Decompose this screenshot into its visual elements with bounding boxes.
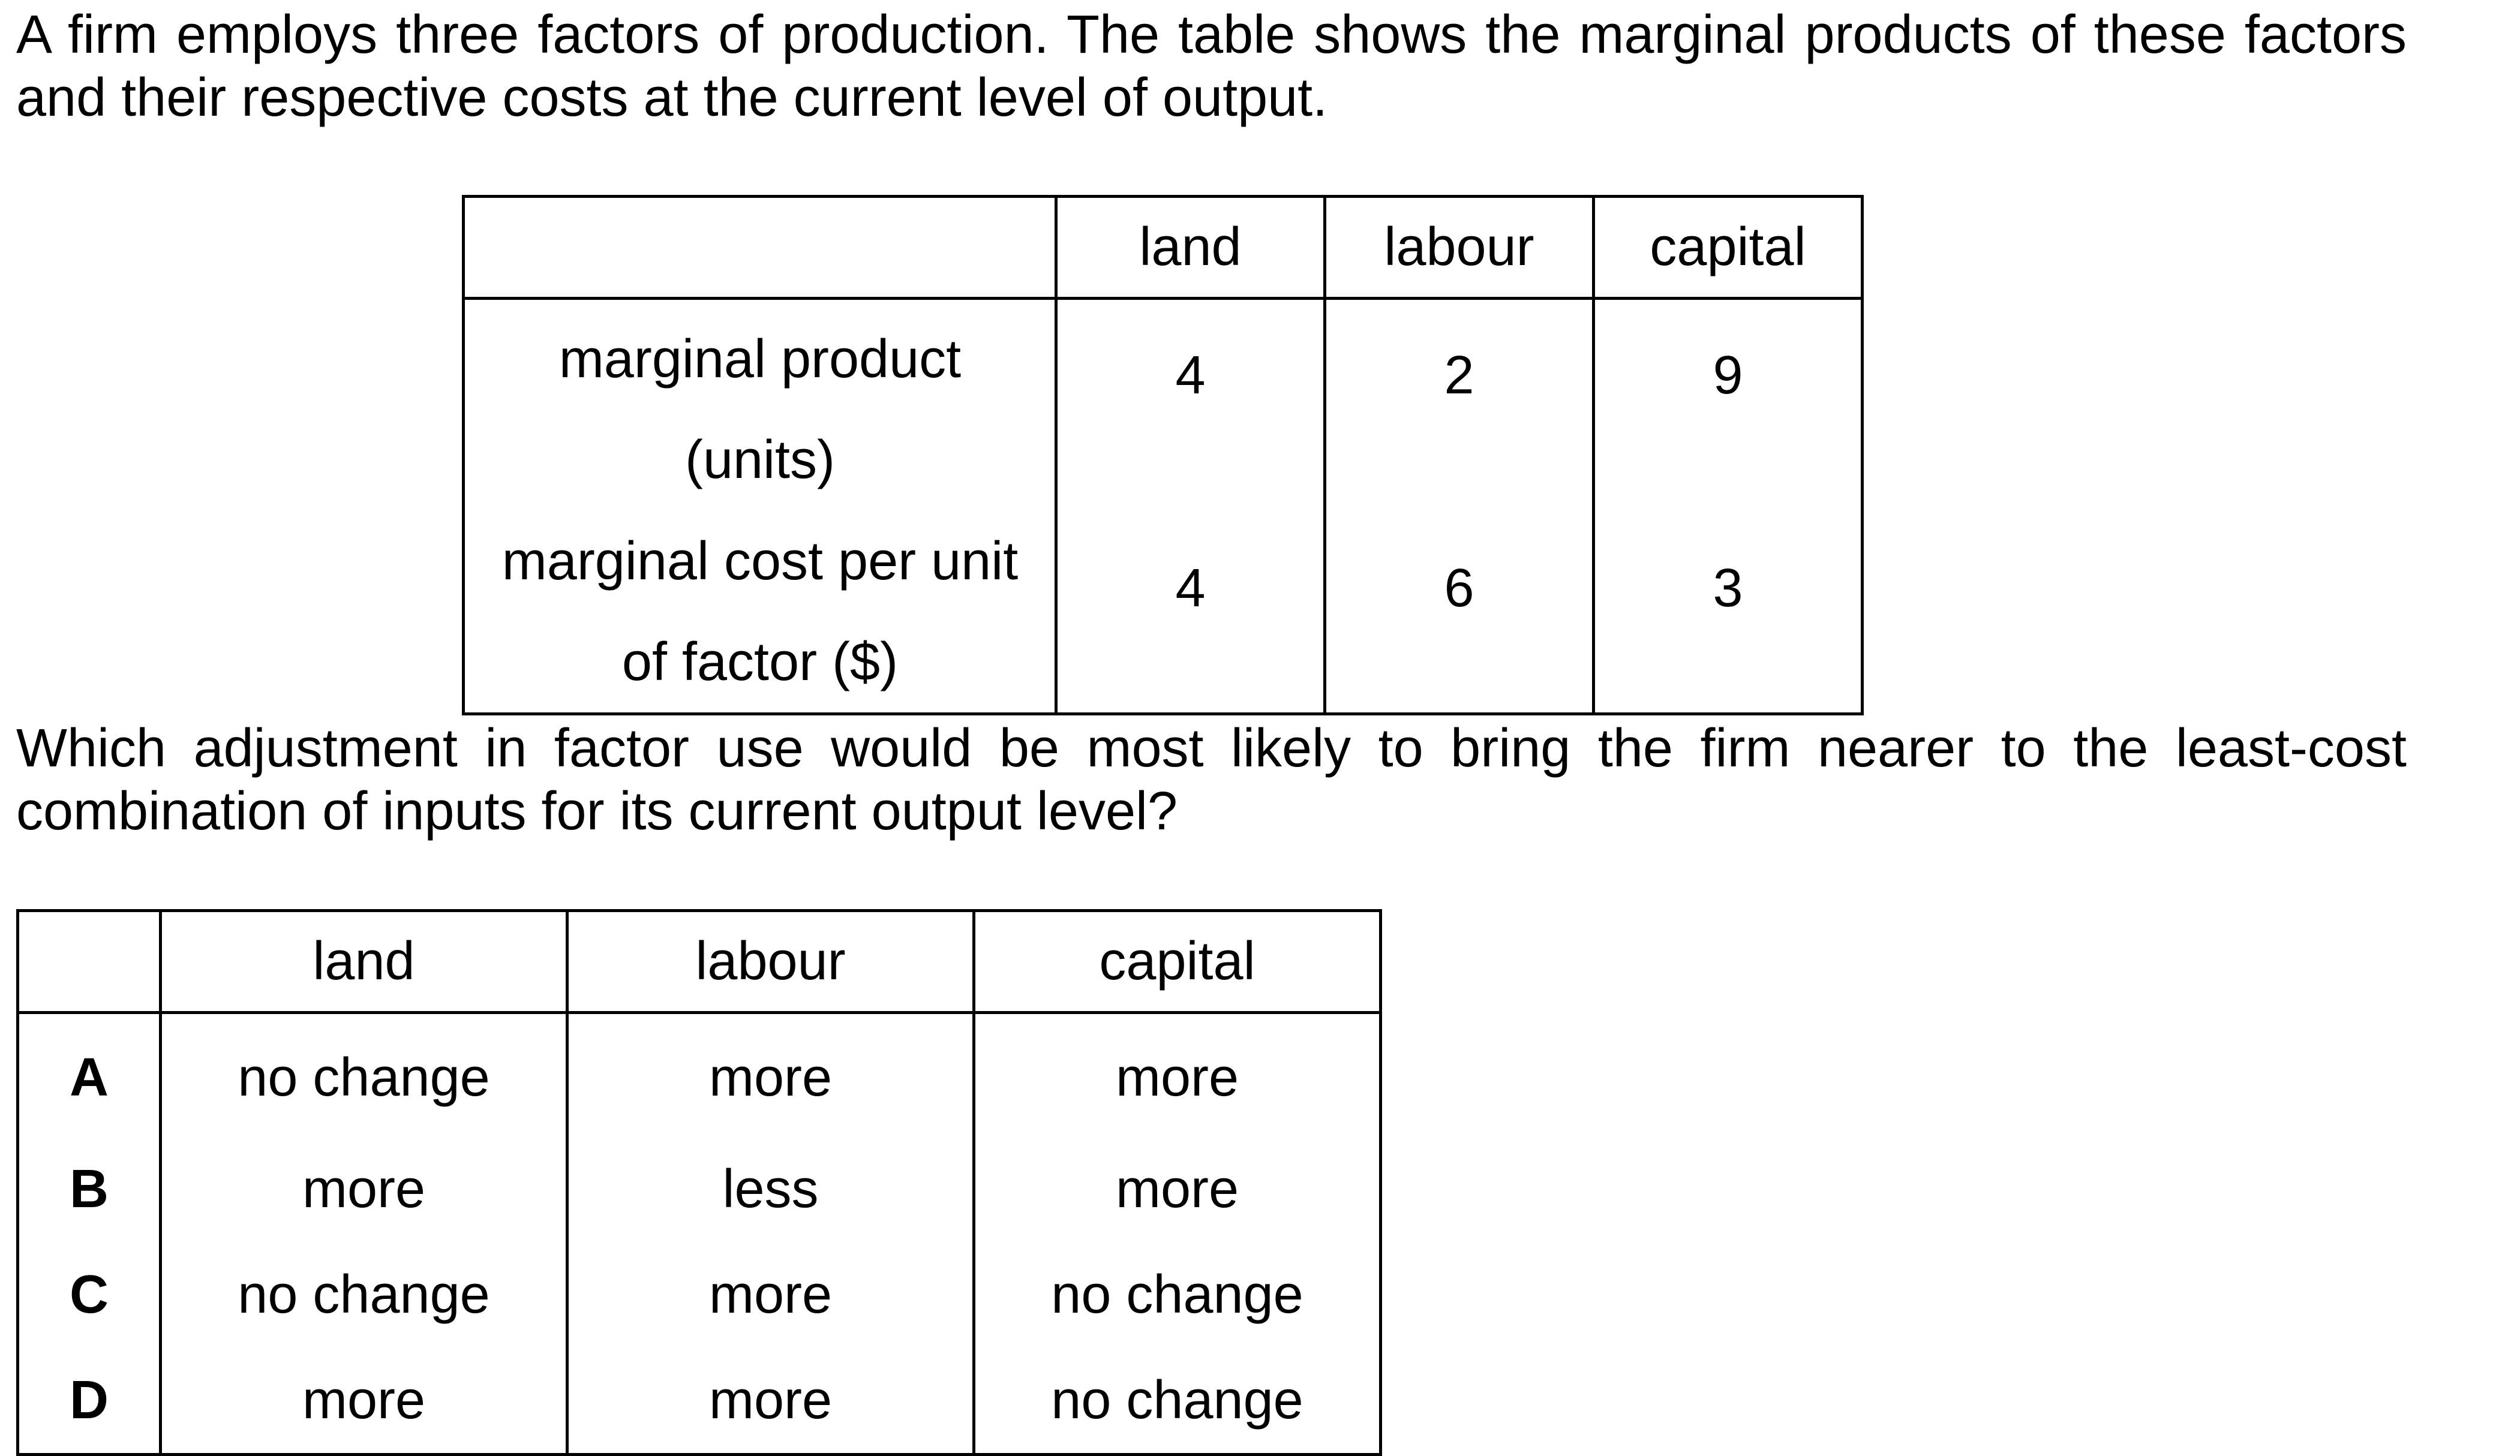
- factor-table-row: marginal cost per unit of factor ($) 4 6…: [462, 511, 1864, 715]
- option-cell: more: [159, 1347, 569, 1456]
- options-column-header-labour: labour: [566, 909, 975, 1014]
- option-cell: more: [159, 1136, 569, 1242]
- option-row-c[interactable]: C no change more no change: [16, 1242, 1382, 1347]
- row-label-marginal-product: marginal product (units): [462, 297, 1058, 511]
- row-label-text: marginal cost per unit of factor ($): [501, 531, 1019, 692]
- factor-table-cell: 9: [1592, 297, 1864, 511]
- intro-text: A firm employs three factors of producti…: [16, 5, 2407, 128]
- factor-table-header-row: land labour capital: [462, 195, 1864, 300]
- row-label-text: marginal product (units): [558, 329, 962, 490]
- option-cell: more: [972, 1136, 1382, 1242]
- option-cell: no change: [972, 1242, 1382, 1347]
- option-cell: more: [566, 1347, 975, 1456]
- option-row-b[interactable]: B more less more: [16, 1136, 1382, 1242]
- option-cell: more: [566, 1242, 975, 1347]
- option-cell: no change: [159, 1011, 569, 1136]
- factor-table-cell: 2: [1323, 297, 1595, 511]
- option-cell: no change: [159, 1242, 569, 1347]
- option-key: D: [16, 1347, 162, 1456]
- option-key: C: [16, 1242, 162, 1347]
- factor-column-header-land: land: [1055, 195, 1326, 300]
- factor-table-cell: 4: [1055, 511, 1326, 715]
- answer-options-table: land labour capital A no change more mor…: [16, 909, 1382, 1456]
- question-text: Which adjustment in factor use would be …: [16, 718, 2407, 841]
- option-row-d[interactable]: D more more no change: [16, 1347, 1382, 1456]
- options-table-header-row: land labour capital: [16, 909, 1382, 1014]
- option-cell: no change: [972, 1347, 1382, 1456]
- option-key: A: [16, 1011, 162, 1136]
- factor-column-header-capital: capital: [1592, 195, 1864, 300]
- factor-table-cell: 6: [1323, 511, 1595, 715]
- option-row-a[interactable]: A no change more more: [16, 1011, 1382, 1136]
- option-cell: more: [972, 1011, 1382, 1136]
- factor-table-row: marginal product (units) 4 2 9: [462, 297, 1864, 511]
- options-column-header-capital: capital: [972, 909, 1382, 1014]
- option-key: B: [16, 1136, 162, 1242]
- option-cell: less: [566, 1136, 975, 1242]
- options-table-corner-cell: [16, 909, 162, 1014]
- factor-table-cell: 3: [1592, 511, 1864, 715]
- factor-column-header-labour: labour: [1323, 195, 1595, 300]
- factor-table-corner-cell: [462, 195, 1058, 300]
- options-column-header-land: land: [159, 909, 569, 1014]
- option-cell: more: [566, 1011, 975, 1136]
- factor-table: land labour capital marginal product (un…: [462, 195, 1864, 715]
- factor-table-cell: 4: [1055, 297, 1326, 511]
- row-label-marginal-cost: marginal cost per unit of factor ($): [462, 511, 1058, 715]
